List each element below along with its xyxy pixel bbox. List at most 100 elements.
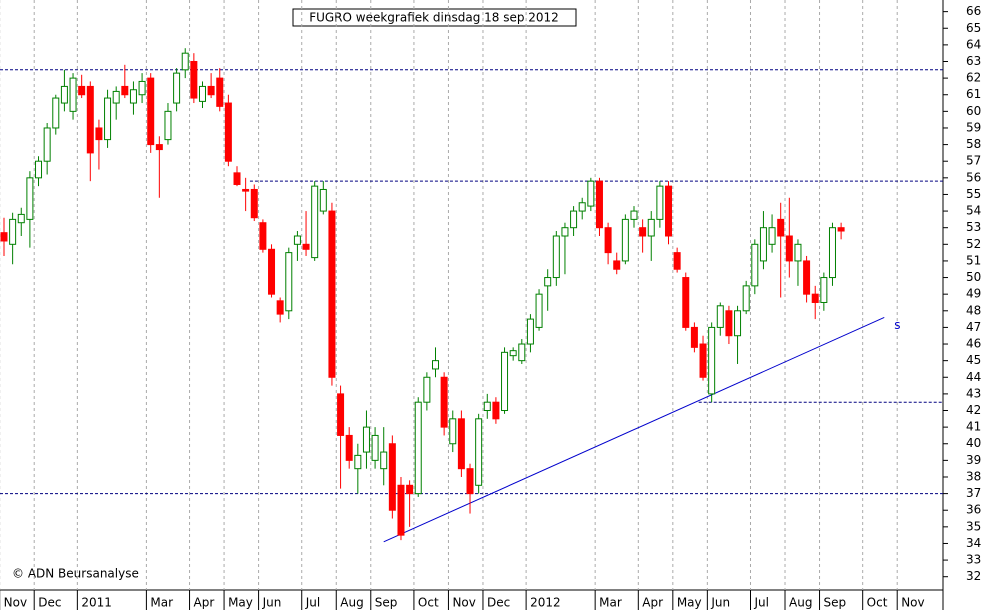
candle-body [380,451,388,470]
candle-body [302,243,310,250]
y-tick-label: 52 [966,237,981,251]
x-tick-label: Aug [340,596,363,610]
candle-body [268,248,276,295]
y-tick-label: 44 [966,370,981,384]
candle-body [570,210,578,229]
y-tick-label: 42 [966,403,981,417]
candle-body [785,235,793,262]
candle-body [319,188,327,212]
candle-body [60,85,68,104]
candle-body [35,160,43,179]
candle-body [820,277,828,303]
x-tick-label: Nov [4,596,27,610]
x-tick-label: Dec [38,596,61,610]
candle-body [466,468,474,495]
candle-body [173,72,181,104]
candle-body [492,401,500,420]
candle-body [544,277,552,287]
candle-body [457,418,465,470]
y-tick-label: 37 [966,486,981,500]
y-tick-label: 38 [966,469,981,483]
candle-body [406,484,414,495]
candle-body [207,85,215,96]
candle-body [742,285,750,312]
candle-body [181,52,189,71]
candle-body [759,227,767,262]
candle-body [449,418,457,445]
y-tick-label: 55 [966,187,981,201]
candle-body [432,360,439,370]
candle-body [604,227,612,254]
trendline-label: s [894,318,900,332]
candle-body [95,127,103,141]
candle-body [665,185,673,237]
candle-body [104,97,112,141]
candle-body [86,85,94,154]
candle-body [259,222,267,250]
candle-body [673,252,681,270]
candle-body [803,260,811,295]
y-tick-label: 63 [966,54,981,68]
candle-body [526,318,534,345]
x-tick-label: Jun [262,596,282,610]
candle-body [397,484,405,536]
candle-body [311,185,319,259]
x-tick-label: Jul [753,596,768,610]
candle-body [362,426,370,453]
candle-body [414,401,422,495]
y-tick-label: 56 [966,170,981,184]
y-tick-label: 50 [966,270,981,284]
candle-body [561,227,569,237]
x-tick-label: Mar [599,596,622,610]
candle-body [509,350,517,357]
candle-body [129,89,137,104]
x-tick-label: Nov [452,596,475,610]
candle-body [293,235,301,245]
candle-body [501,351,509,412]
candle-body [578,202,586,212]
trendline [383,316,885,543]
x-tick-label: 2011 [81,596,112,610]
candle-body [483,401,491,412]
candle-body [371,434,379,461]
y-tick-label: 48 [966,303,981,317]
y-tick-label: 46 [966,337,981,351]
y-tick-label: 59 [966,120,981,134]
candle-body [647,218,655,237]
candle-body [285,252,293,312]
y-tick-label: 54 [966,204,981,218]
y-tick-label: 61 [966,87,981,101]
y-tick-label: 36 [966,503,981,517]
candle-body [112,90,120,104]
candle-body [52,97,60,129]
footer: © ADN Beursanalyse [12,567,139,581]
title-box [292,8,577,27]
x-tick-label: May [677,596,702,610]
candle-body [121,85,129,96]
candle-body [233,172,241,185]
y-tick-label: 33 [966,553,981,567]
candle-body [639,227,647,237]
y-tick-label: 32 [966,569,981,583]
candle-body [9,218,17,245]
candle-body [811,293,819,303]
x-tick-label: Oct [418,596,439,610]
y-tick-label: 43 [966,386,981,400]
candle-body [423,376,431,403]
candle-body [78,85,86,96]
candle-body [682,277,690,328]
y-tick-label: 34 [966,536,981,550]
candle-body [552,235,560,279]
candle-body [26,177,34,220]
candle-body [828,227,836,279]
x-tick-label: Sep [375,596,398,610]
candle-body [337,393,345,436]
candle-body [751,243,759,287]
candle-body [708,326,716,395]
candle-body [699,343,707,378]
candle-body [690,326,698,348]
x-tick-label: Nov [901,596,924,610]
candle-body [0,232,8,242]
candle-body [837,227,845,232]
